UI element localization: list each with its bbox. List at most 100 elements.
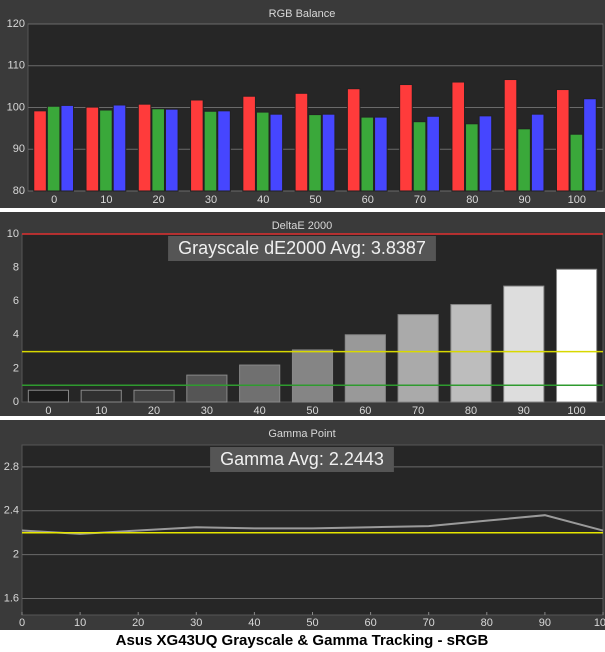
bar: [80, 389, 122, 403]
x-tick-label: 70: [414, 194, 426, 206]
bar: [426, 115, 440, 192]
bar: [239, 364, 281, 403]
bar: [112, 104, 127, 192]
bar: [85, 106, 100, 192]
y-tick-label: 100: [7, 101, 25, 113]
panel: RGB Balance 80 90 100 110 120 0 10 20 30 40 50 60 70 8…: [0, 0, 605, 208]
x-tick-label: 40: [248, 617, 260, 629]
x-tick-label: 10: [95, 405, 107, 417]
bar: [517, 128, 531, 192]
y-tick-label: 2.4: [4, 505, 19, 517]
x-tick-label: 20: [132, 617, 144, 629]
bar: [203, 110, 218, 192]
bar: [397, 314, 439, 403]
y-tick-label: 80: [13, 185, 25, 197]
bar: [269, 113, 284, 192]
x-tick-label: 100: [594, 617, 605, 629]
x-tick-label: 0: [51, 194, 57, 206]
bar: [27, 389, 69, 403]
bar: [412, 121, 427, 192]
panel-title: Gamma Point: [268, 428, 335, 440]
x-tick-label: 70: [412, 405, 424, 417]
x-tick-label: 50: [306, 617, 318, 629]
bar: [242, 95, 256, 192]
bar: [344, 334, 386, 403]
x-tick-label: 80: [481, 617, 493, 629]
x-tick-label: 90: [539, 617, 551, 629]
x-tick-label: 40: [254, 405, 266, 417]
bar: [451, 81, 466, 192]
data-line: [21, 514, 604, 535]
bar: [308, 114, 322, 192]
bar: [151, 108, 165, 192]
x-tick-label: 80: [466, 194, 478, 206]
y-tick-label: 0: [13, 396, 19, 408]
x-tick-label: 50: [306, 405, 318, 417]
y-tick-label: 6: [13, 295, 19, 307]
plot-area: [21, 444, 604, 616]
bar: [465, 123, 479, 192]
x-tick-label: 20: [153, 194, 165, 206]
y-tick-label: 10: [7, 228, 19, 240]
y-tick-label: 2.8: [4, 461, 19, 473]
bar: [555, 89, 570, 192]
bar: [360, 116, 375, 192]
x-tick-label: 60: [362, 194, 374, 206]
annotation: Grayscale dE2000 Avg: 3.8387: [178, 238, 426, 258]
caption: Asus XG43UQ Grayscale & Gamma Tracking -…: [116, 632, 489, 649]
y-tick-label: 2: [13, 362, 19, 374]
bar: [33, 110, 47, 192]
x-tick-label: 60: [364, 617, 376, 629]
y-tick-label: 110: [7, 60, 25, 72]
x-tick-label: 20: [148, 405, 160, 417]
bar: [291, 349, 334, 403]
annotation-box: [210, 447, 394, 472]
bar: [321, 113, 336, 192]
annotation: Gamma Avg: 2.2443: [220, 449, 384, 469]
bar: [530, 113, 545, 192]
y-tick-label: 8: [13, 262, 19, 274]
panel-title: RGB Balance: [269, 8, 336, 20]
bar: [133, 389, 175, 403]
x-tick-label: 50: [309, 194, 321, 206]
x-tick-label: 60: [359, 405, 371, 417]
bar: [478, 115, 493, 192]
y-tick-label: 120: [7, 18, 25, 30]
bar: [503, 285, 545, 403]
bar: [399, 84, 413, 192]
x-tick-label: 80: [465, 405, 477, 417]
y-tick-label: 1.6: [4, 592, 19, 604]
x-tick-label: 10: [100, 194, 112, 206]
y-tick-label: 90: [13, 143, 25, 155]
x-tick-label: 100: [568, 194, 586, 206]
panel-title: DeltaE 2000: [272, 220, 333, 232]
x-tick-label: 0: [45, 405, 51, 417]
bar: [217, 110, 231, 192]
bar: [60, 104, 75, 192]
bar: [255, 111, 270, 192]
x-tick-label: 40: [257, 194, 269, 206]
annotation-box: [168, 236, 436, 261]
bar: [556, 268, 598, 403]
bar: [346, 88, 361, 192]
bar: [186, 374, 228, 403]
bar: [99, 109, 113, 192]
bar: [503, 79, 518, 192]
x-tick-label: 30: [190, 617, 202, 629]
y-tick-label: 2: [13, 549, 19, 561]
bar: [583, 98, 597, 192]
bar: [46, 105, 61, 192]
bar: [374, 116, 388, 192]
y-tick-label: 4: [13, 329, 19, 341]
x-tick-label: 90: [518, 194, 530, 206]
bar: [450, 304, 492, 403]
bar: [164, 108, 179, 192]
panel: Gamma Point 1.6 2 2.4 2.8 0 10 20 30 40 50 60 70 80 90…: [0, 420, 605, 630]
x-tick-label: 30: [201, 405, 213, 417]
x-tick-label: 90: [518, 405, 530, 417]
bar: [137, 103, 152, 192]
x-tick-label: 10: [74, 617, 86, 629]
